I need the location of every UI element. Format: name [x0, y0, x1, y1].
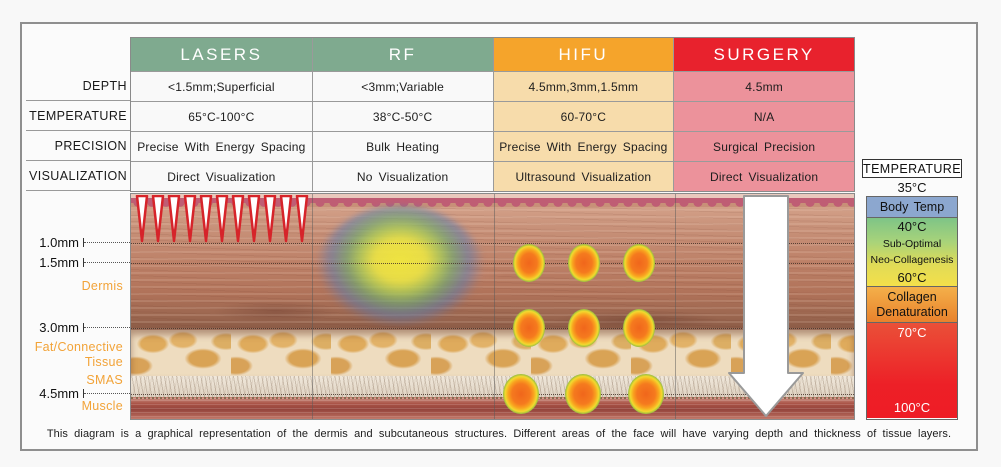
- depth-marker-3.0mm: 3.0mm: [24, 319, 130, 335]
- hifu-focal-point: [503, 374, 539, 414]
- depth-line-3.0mm: [131, 328, 854, 329]
- row-label-depth: DEPTH: [82, 79, 127, 93]
- row-label-temperature: TEMPERATURE: [29, 109, 127, 123]
- hifu-focal-point: [565, 374, 601, 414]
- cell-lasers-depth: <1.5mm;Superficial: [131, 71, 312, 101]
- cell-hifu-depth: 4.5mm,3mm,1.5mm: [492, 71, 674, 101]
- scale-70c-label: 70°C: [897, 325, 927, 340]
- depth-line-1.5mm: [131, 263, 854, 264]
- laser-pulses-icon: [135, 195, 309, 243]
- depth-marker-label: 1.5mm: [39, 254, 79, 270]
- column-header-surgery: SURGERY: [673, 38, 854, 71]
- depth-tick: [83, 237, 84, 247]
- layer-label-smas: SMAS: [86, 373, 123, 387]
- gutter-separator: [26, 130, 130, 131]
- fat-layer: [131, 330, 854, 376]
- cell-lasers-visualization: Direct Visualization: [131, 161, 312, 191]
- column-header-lasers: LASERS: [131, 38, 312, 71]
- scale-40c-label: 40°C: [897, 219, 927, 234]
- temperature-scale: Body Temp 40°C Sub-Optimal Neo-Collagene…: [866, 196, 958, 420]
- rf-heat-zone-icon: [314, 206, 486, 342]
- depth-leader-line: [84, 392, 130, 394]
- row-label-visualization: VISUALIZATION: [28, 169, 127, 183]
- gutter-separator: [26, 190, 130, 191]
- depth-marker-label: 4.5mm: [39, 385, 79, 401]
- depth-tick: [83, 257, 84, 267]
- cell-hifu-visualization: Ultrasound Visualization: [492, 161, 674, 191]
- scale-collagen-label: Collagen: [887, 290, 937, 304]
- tissue-cross-section: [130, 193, 855, 420]
- layer-label-fat-line2: Tissue: [84, 355, 123, 369]
- depth-leader-line: [84, 241, 130, 243]
- hifu-focal-point: [623, 244, 655, 282]
- cell-surgery-depth: 4.5mm: [673, 71, 854, 101]
- scale-100c-label: 100°C: [893, 400, 931, 415]
- hifu-focal-point: [568, 309, 600, 347]
- cell-lasers-precision: Precise With Energy Spacing: [131, 131, 312, 161]
- cell-lasers-temperature: 65°C-100°C: [131, 101, 312, 131]
- scale-body-temp: Body Temp: [867, 197, 957, 217]
- depth-tick: [83, 388, 84, 398]
- cell-surgery-precision: Surgical Precision: [673, 131, 854, 161]
- scale-60c-label: 60°C: [897, 270, 927, 285]
- layer-label-dermis: Dermis: [81, 279, 123, 293]
- scale-high-temp-zone: 70°C 100°C: [867, 322, 957, 418]
- depth-marker-1.0mm: 1.0mm: [24, 234, 130, 250]
- gutter-separator: [26, 100, 130, 101]
- surgery-depth-arrow-icon: [728, 195, 804, 417]
- cell-surgery-visualization: Direct Visualization: [673, 161, 854, 191]
- diagram-caption: This diagram is a graphical representati…: [46, 428, 952, 440]
- layer-label-fat-line1: Fat/Connective: [34, 340, 123, 354]
- depth-leader-line: [84, 261, 130, 263]
- scale-suboptimal-label: Sub-Optimal: [882, 238, 942, 250]
- legend-title: TEMPERATURE: [862, 159, 962, 178]
- column-divider: [494, 194, 495, 419]
- column-header-hifu: HIFU: [492, 38, 674, 71]
- muscle-layer: [131, 397, 854, 419]
- row-label-precision: PRECISION: [54, 139, 127, 153]
- depth-marker-label: 3.0mm: [39, 319, 79, 335]
- cell-hifu-temperature: 60-70°C: [492, 101, 674, 131]
- legend-35c-label: 35°C: [897, 180, 927, 195]
- epidermis-scallops: [131, 203, 854, 209]
- cell-rf-depth: <3mm;Variable: [311, 71, 493, 101]
- hifu-focal-point: [628, 374, 664, 414]
- depth-marker-4.5mm: 4.5mm: [24, 385, 130, 401]
- hifu-focal-point: [513, 244, 545, 282]
- depth-tick: [83, 322, 84, 332]
- column-divider: [675, 194, 676, 419]
- hifu-focal-point: [513, 309, 545, 347]
- column-divider: [312, 194, 313, 419]
- cell-rf-temperature: 38°C-50°C: [311, 101, 493, 131]
- cell-rf-precision: Bulk Heating: [311, 131, 493, 161]
- scale-collagen-denaturation-zone: Collagen Denaturation: [867, 286, 957, 322]
- skin-surface: [131, 194, 854, 200]
- hifu-focal-point: [568, 244, 600, 282]
- cell-surgery-temperature: N/A: [673, 101, 854, 131]
- layer-label-muscle: Muscle: [81, 399, 123, 413]
- depth-line-4.5mm: [131, 394, 854, 395]
- cell-rf-visualization: No Visualization: [311, 161, 493, 191]
- scale-neocollagenesis-zone: 40°C Sub-Optimal Neo-Collagenesis 60°C: [867, 217, 957, 286]
- column-header-rf: RF: [311, 38, 493, 71]
- epidermis-line: [131, 198, 854, 203]
- smas-layer: [131, 376, 854, 397]
- scale-neocollagenesis-label: Neo-Collagenesis: [870, 254, 954, 266]
- comparison-table: LASERS RF HIFU SURGERY <1.5mm;Superficia…: [130, 37, 855, 192]
- depth-leader-line: [84, 326, 130, 328]
- gutter-separator: [26, 160, 130, 161]
- hifu-focal-point: [623, 309, 655, 347]
- cell-hifu-precision: Precise With Energy Spacing: [492, 131, 674, 161]
- depth-marker-1.5mm: 1.5mm: [24, 254, 130, 270]
- depth-marker-label: 1.0mm: [39, 234, 79, 250]
- scale-denaturation-label: Denaturation: [876, 305, 948, 319]
- depth-line-1.0mm: [131, 243, 854, 244]
